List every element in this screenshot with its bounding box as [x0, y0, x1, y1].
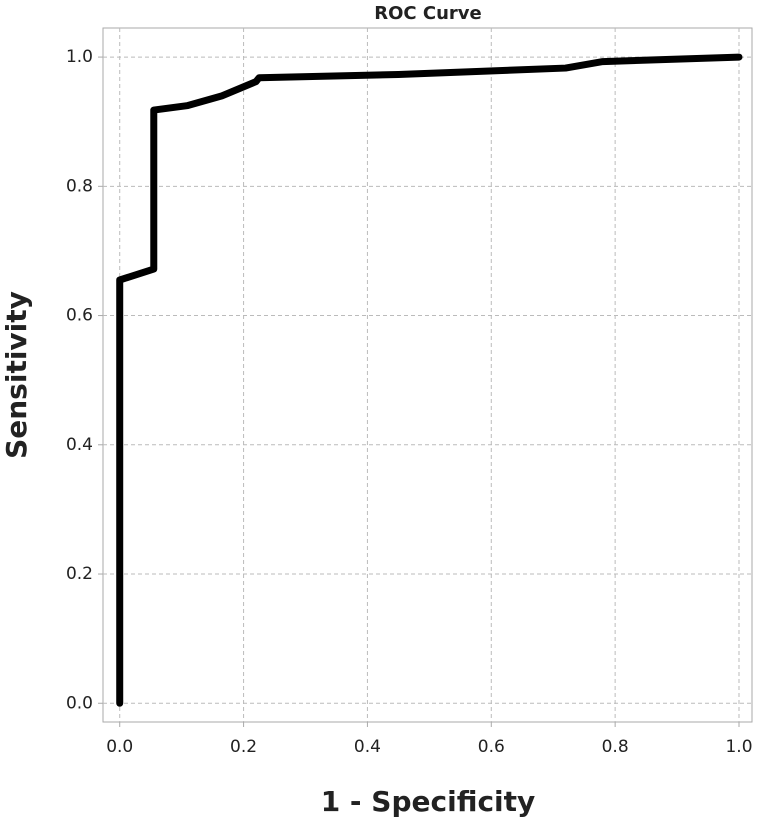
roc-curve [116, 53, 743, 707]
y-tick-label: 0.4 [66, 435, 93, 455]
x-tick-label: 0.4 [354, 737, 381, 757]
y-axis-label: Sensitivity [0, 291, 33, 459]
y-tick-label: 0.2 [66, 564, 93, 584]
x-tick-label: 0.8 [602, 737, 629, 757]
x-tick-label: 0.6 [478, 737, 505, 757]
plot-frame [102, 27, 753, 723]
y-tick-label: 1.0 [66, 47, 93, 67]
y-tick-label: 0.0 [66, 693, 93, 713]
x-tick-label: 1.0 [725, 737, 752, 757]
x-tick-label: 0.0 [106, 737, 133, 757]
y-tick-label: 0.8 [66, 176, 93, 196]
chart-title: ROC Curve [374, 3, 481, 24]
x-axis-label: 1 - Specificity [321, 785, 536, 818]
y-tick-label: 0.6 [66, 306, 93, 326]
x-tick-label: 0.2 [230, 737, 257, 757]
